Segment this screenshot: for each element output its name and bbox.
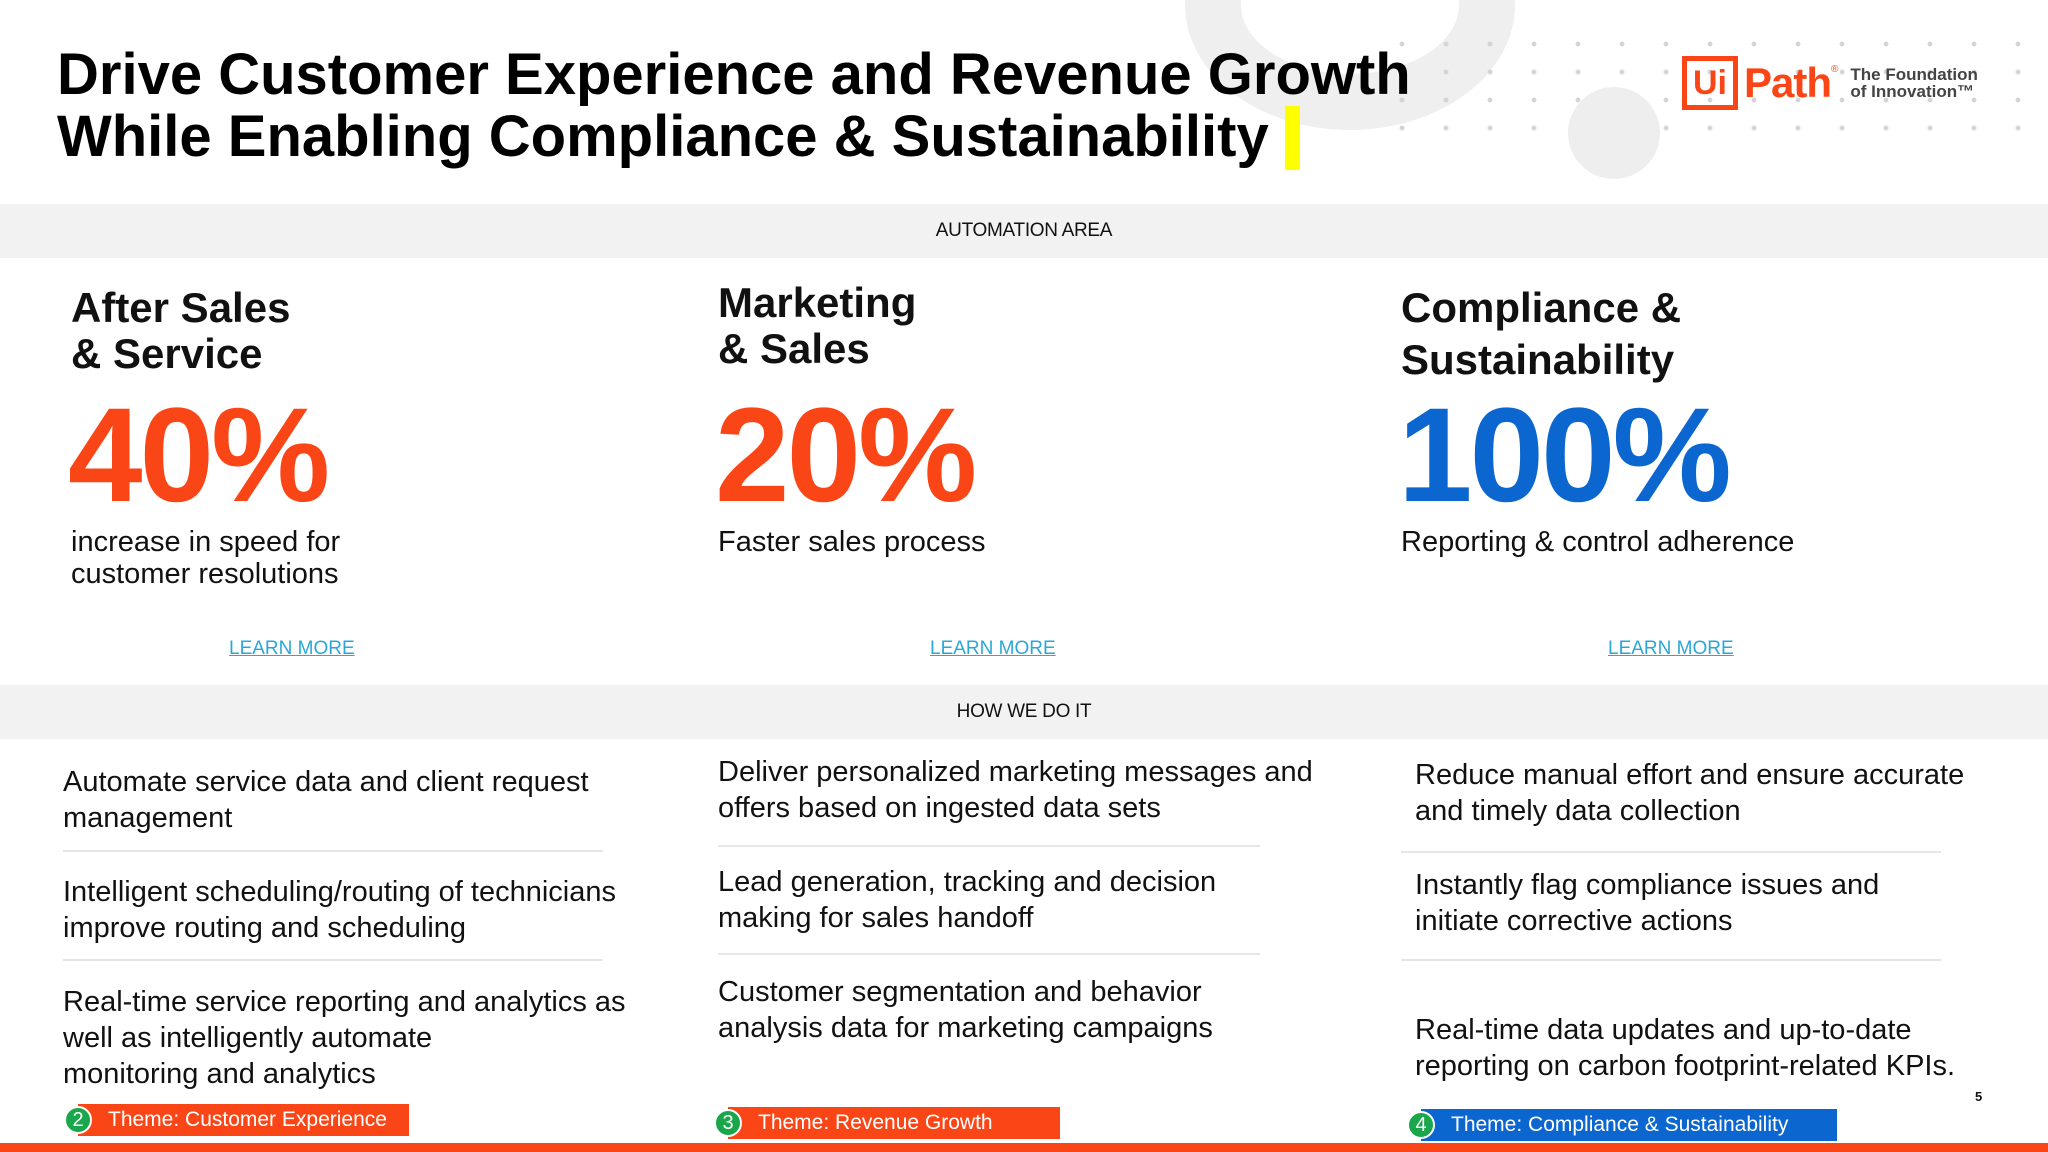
theme-tag-compliance-sustainability: 4 Theme: Compliance & Sustainability: [1407, 1109, 1837, 1141]
item-line: offers based on ingested data sets: [718, 792, 1161, 824]
list-item: Real-time service reporting and analytic…: [63, 984, 626, 1092]
decorative-circle: [1568, 87, 1660, 179]
theme-number-badge: 4: [1407, 1111, 1435, 1139]
list-item: Intelligent scheduling/routing of techni…: [63, 874, 616, 946]
item-line: Real-time service reporting and analytic…: [63, 986, 626, 1018]
list-item: Deliver personalized marketing messages …: [718, 754, 1313, 826]
bottom-accent-bar: [0, 1143, 2048, 1152]
item-line: Reduce manual effort and ensure accurate: [1415, 759, 1965, 791]
item-line: monitoring and analytics: [63, 1058, 376, 1090]
slide-title-line-2: While Enabling Compliance & Sustainabili…: [57, 104, 1269, 169]
theme-tag-revenue-growth: 3 Theme: Revenue Growth: [714, 1107, 1060, 1139]
divider: [63, 850, 603, 852]
item-line: Deliver personalized marketing messages …: [718, 756, 1313, 788]
item-line: Real-time data updates and up-to-date: [1415, 1014, 1912, 1046]
how-we-do-it-band: HOW WE DO IT: [0, 685, 2048, 739]
heading-line-2: & Sales: [718, 325, 870, 372]
divider: [63, 959, 603, 961]
theme-number-badge: 3: [714, 1109, 742, 1137]
logo-wordmark: Path: [1744, 59, 1832, 106]
decorative-dot-grid: [1380, 30, 2040, 140]
item-line: and timely data collection: [1415, 795, 1741, 827]
list-item: Customer segmentation and behavior analy…: [718, 974, 1213, 1046]
learn-more-compliance-link[interactable]: LEARN MORE: [1608, 638, 1734, 659]
item-line: Customer segmentation and behavior: [718, 976, 1202, 1008]
stat-description-marketing-sales: Faster sales process: [718, 526, 986, 558]
item-line: Automate service data and client request: [63, 766, 589, 798]
description-line-1: increase in speed for: [71, 526, 341, 558]
item-line: initiate corrective actions: [1415, 905, 1733, 937]
divider: [1401, 959, 1941, 961]
list-item: Instantly flag compliance issues and ini…: [1415, 867, 1879, 939]
divider: [718, 953, 1260, 955]
list-item: Automate service data and client request…: [63, 764, 589, 836]
item-line: improve routing and scheduling: [63, 912, 467, 944]
column-heading-after-sales: After Sales & Service: [71, 285, 290, 377]
logo-tagline-line-2: of Innovation™: [1850, 82, 1975, 101]
theme-label: Theme: Customer Experience: [108, 1108, 387, 1131]
list-item: Lead generation, tracking and decision m…: [718, 864, 1216, 936]
heading-line-1: Marketing: [718, 279, 917, 326]
divider: [1401, 851, 1941, 853]
logo-tagline: The Foundation of Innovation™: [1850, 66, 2000, 100]
heading-line-1: Compliance &: [1401, 284, 1682, 331]
page-number: 5: [1975, 1089, 1983, 1104]
text-cursor-highlight: [1284, 106, 1300, 170]
heading-line-1: After Sales: [71, 284, 291, 331]
item-line: management: [63, 802, 233, 834]
logo-registered-mark: ®: [1831, 64, 1839, 75]
description-line-1: Faster sales process: [718, 526, 986, 558]
divider: [718, 845, 1260, 847]
item-line: Intelligent scheduling/routing of techni…: [63, 876, 616, 908]
slide-title: Drive Customer Experience and Revenue Gr…: [57, 44, 1411, 170]
learn-more-after-sales-link[interactable]: LEARN MORE: [229, 638, 355, 659]
description-line-2: customer resolutions: [71, 558, 339, 590]
automation-area-label: AUTOMATION AREA: [935, 220, 1113, 241]
stat-description-compliance: Reporting & control adherence: [1401, 526, 1794, 558]
theme-label: Theme: Compliance & Sustainability: [1451, 1113, 1789, 1136]
heading-line-2: Sustainability: [1401, 336, 1675, 383]
logo-tagline-line-1: The Foundation: [1850, 65, 1978, 84]
uipath-logo: Ui Path ® The Foundation of Innovation™: [1682, 56, 2000, 110]
how-we-do-it-label: HOW WE DO IT: [956, 701, 1092, 722]
stat-after-sales: 40%: [68, 381, 330, 530]
item-line: reporting on carbon footprint-related KP…: [1415, 1050, 1956, 1082]
item-line: making for sales handoff: [718, 902, 1034, 934]
stat-compliance: 100%: [1398, 381, 1732, 530]
learn-more-marketing-sales-link[interactable]: LEARN MORE: [930, 638, 1056, 659]
item-line: Lead generation, tracking and decision: [718, 866, 1217, 898]
item-line: well as intelligently automate: [63, 1022, 433, 1054]
item-line: analysis data for marketing campaigns: [718, 1012, 1213, 1044]
column-heading-compliance: Compliance & Sustainability: [1401, 282, 1681, 386]
theme-tag-customer-experience: 2 Theme: Customer Experience: [64, 1104, 409, 1136]
item-line: Instantly flag compliance issues and: [1415, 869, 1880, 901]
automation-area-band: AUTOMATION AREA: [0, 204, 2048, 258]
list-item: Reduce manual effort and ensure accurate…: [1415, 757, 1964, 829]
stat-description-after-sales: increase in speed for customer resolutio…: [71, 526, 340, 590]
theme-number-badge: 2: [64, 1106, 92, 1134]
slide-title-line-1: Drive Customer Experience and Revenue Gr…: [57, 42, 1411, 107]
theme-label: Theme: Revenue Growth: [758, 1111, 993, 1134]
column-heading-marketing-sales: Marketing & Sales: [718, 280, 916, 372]
logo-ui-box: Ui: [1682, 56, 1738, 110]
stat-marketing-sales: 20%: [715, 381, 977, 530]
heading-line-2: & Service: [71, 330, 263, 377]
description-line-1: Reporting & control adherence: [1401, 526, 1795, 558]
list-item: Real-time data updates and up-to-date re…: [1415, 1012, 1955, 1084]
